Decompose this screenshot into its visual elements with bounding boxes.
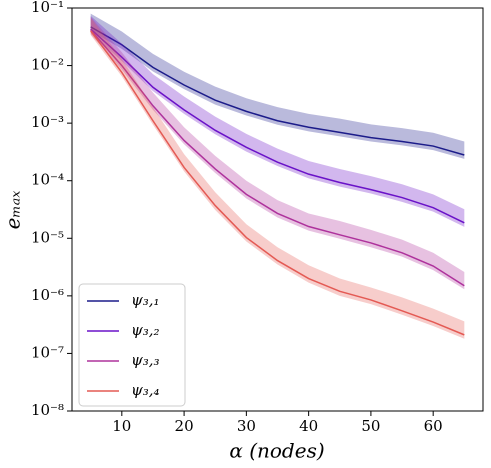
y-tick-label: 10⁻⁶ bbox=[31, 286, 64, 304]
x-tick-label: 60 bbox=[424, 417, 443, 435]
y-tick-label: 10⁻⁷ bbox=[31, 343, 64, 361]
plot-frame bbox=[71, 7, 484, 412]
legend-box bbox=[78, 283, 186, 407]
band bbox=[90, 17, 465, 339]
x-axis-label: α (nodes) bbox=[229, 439, 324, 463]
y-tick-label: 10⁻¹ bbox=[31, 0, 64, 16]
x-tick-label: 40 bbox=[299, 417, 318, 435]
y-tick-label: 10⁻⁴ bbox=[31, 171, 64, 189]
legend-label: ψ₃,₄ bbox=[131, 381, 160, 399]
legend-label: ψ₃,₂ bbox=[131, 321, 160, 339]
y-tick-label: 10⁻⁵ bbox=[31, 228, 64, 246]
x-tick-label: 10 bbox=[112, 417, 131, 435]
band bbox=[90, 16, 465, 290]
y-axis-label: eₘₐₓ bbox=[1, 191, 25, 230]
line bbox=[90, 26, 465, 156]
y-tick-label: 10⁻⁸ bbox=[31, 401, 64, 419]
x-tick-label: 30 bbox=[237, 417, 256, 435]
line bbox=[90, 30, 465, 336]
band bbox=[90, 13, 465, 159]
line bbox=[90, 29, 465, 287]
y-tick-label: 10⁻² bbox=[31, 56, 64, 74]
x-tick-label: 20 bbox=[175, 417, 194, 435]
legend-label: ψ₃,₃ bbox=[131, 351, 160, 369]
line bbox=[90, 28, 465, 224]
legend-label: ψ₃,₁ bbox=[131, 291, 160, 309]
x-tick-label: 50 bbox=[361, 417, 380, 435]
y-tick-label: 10⁻³ bbox=[31, 113, 64, 131]
